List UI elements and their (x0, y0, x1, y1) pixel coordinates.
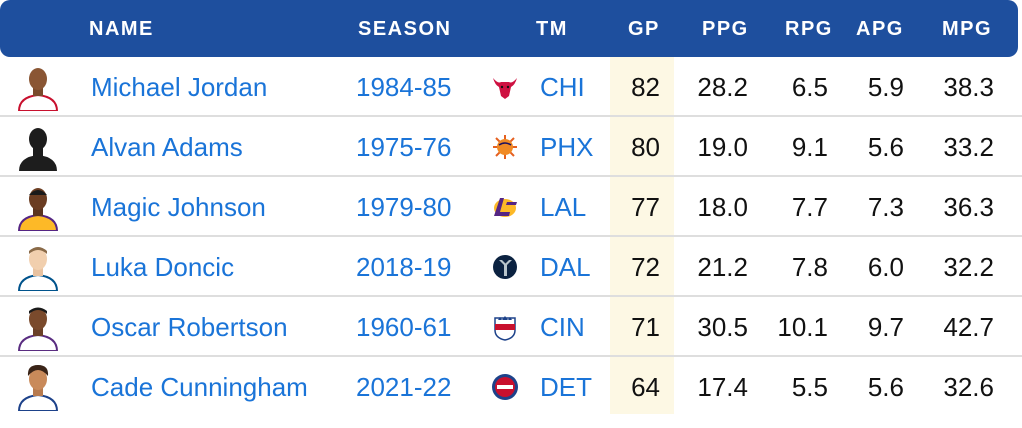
ppg-value: 21.2 (697, 252, 748, 282)
gp-value: 77 (631, 192, 660, 222)
ppg-value: 19.0 (697, 132, 748, 162)
column-header-apg[interactable]: APG (856, 18, 904, 40)
gp-value: 71 (631, 312, 660, 342)
player-name-link[interactable]: Magic Johnson (91, 192, 266, 222)
table-row: Magic Johnson 1979-80 LAL 77 18.0 7.7 7.… (0, 177, 1022, 237)
gp-value: 64 (631, 372, 660, 402)
row-divider (0, 235, 1022, 237)
season-link[interactable]: 2021-22 (356, 372, 452, 402)
rpg-value: 6.5 (791, 72, 828, 102)
mpg-value: 32.2 (943, 252, 994, 282)
team-link[interactable]: DAL (540, 252, 591, 282)
player-name-link[interactable]: Alvan Adams (91, 132, 243, 162)
apg-value: 7.3 (867, 192, 904, 222)
table-row: Michael Jordan 1984-85 CHI 82 28.2 6.5 5… (0, 57, 1022, 117)
mpg-value: 33.2 (943, 132, 994, 162)
player-avatar-icon (19, 128, 57, 171)
column-header-mpg[interactable]: MPG (942, 18, 993, 40)
table-row: Alvan Adams 1975-76 PHX 80 19.0 9.1 5.6 … (0, 117, 1022, 177)
column-header-team[interactable]: TM (536, 18, 568, 40)
player-avatar-icon (17, 247, 59, 291)
gp-value: 80 (631, 132, 660, 162)
player-avatar-icon (17, 365, 59, 411)
suns-logo-icon (493, 135, 517, 159)
row-divider (0, 115, 1022, 117)
apg-value: 9.7 (867, 312, 904, 342)
player-name-link[interactable]: Oscar Robertson (91, 312, 288, 342)
table-row: Luka Doncic 2018-19 DAL 72 21.2 7.8 6.0 … (0, 237, 1022, 297)
rpg-value: 5.5 (791, 372, 828, 402)
column-header-gp[interactable]: GP (628, 18, 660, 40)
player-avatar-icon (17, 68, 59, 111)
gp-value: 82 (631, 72, 660, 102)
mpg-value: 42.7 (943, 312, 994, 342)
apg-value: 5.6 (867, 132, 904, 162)
season-link[interactable]: 2018-19 (356, 252, 452, 282)
mpg-value: 38.3 (943, 72, 994, 102)
row-divider (0, 355, 1022, 357)
mpg-value: 36.3 (943, 192, 994, 222)
team-link[interactable]: CHI (540, 72, 585, 102)
apg-value: 6.0 (867, 252, 904, 282)
royals-logo-icon (494, 316, 516, 341)
lakers-logo-icon (494, 198, 517, 217)
table-row: Oscar Robertson 1960-61 CIN 71 30.5 10.1… (0, 297, 1022, 357)
pistons-logo-icon (492, 374, 518, 400)
season-link[interactable]: 1979-80 (356, 192, 452, 222)
gp-value: 72 (631, 252, 660, 282)
mavericks-logo-icon (493, 255, 517, 279)
column-header-name[interactable]: NAME (89, 18, 154, 40)
rpg-value: 7.7 (791, 192, 828, 222)
team-link[interactable]: LAL (540, 192, 587, 222)
ppg-value: 30.5 (697, 312, 748, 342)
player-name-link[interactable]: Cade Cunningham (91, 372, 308, 402)
player-name-link[interactable]: Michael Jordan (91, 72, 268, 102)
team-link[interactable]: CIN (540, 312, 585, 342)
mpg-value: 32.6 (943, 372, 994, 402)
ppg-value: 17.4 (697, 372, 748, 402)
table-row: Cade Cunningham 2021-22 DET 64 17.4 5.5 … (0, 357, 1022, 417)
ppg-value: 28.2 (697, 72, 748, 102)
apg-value: 5.9 (867, 72, 904, 102)
season-link[interactable]: 1984-85 (356, 72, 452, 102)
row-divider (0, 175, 1022, 177)
team-link[interactable]: PHX (540, 132, 594, 162)
rpg-value: 10.1 (777, 312, 828, 342)
season-link[interactable]: 1975-76 (356, 132, 452, 162)
ppg-value: 18.0 (697, 192, 748, 222)
column-header-ppg[interactable]: PPG (702, 18, 749, 40)
player-name-link[interactable]: Luka Doncic (91, 252, 235, 282)
player-avatar-icon (17, 307, 59, 351)
column-header-season[interactable]: SEASON (358, 18, 452, 40)
team-link[interactable]: DET (540, 372, 592, 402)
apg-value: 5.6 (867, 372, 904, 402)
table-header: NAME SEASON TM GP PPG RPG APG MPG (0, 0, 1018, 57)
row-divider (0, 295, 1022, 297)
season-link[interactable]: 1960-61 (356, 312, 452, 342)
rpg-value: 7.8 (791, 252, 828, 282)
column-header-rpg[interactable]: RPG (785, 18, 833, 40)
rpg-value: 9.1 (791, 132, 828, 162)
bulls-logo-icon (493, 78, 517, 99)
player-avatar-icon (17, 188, 59, 231)
